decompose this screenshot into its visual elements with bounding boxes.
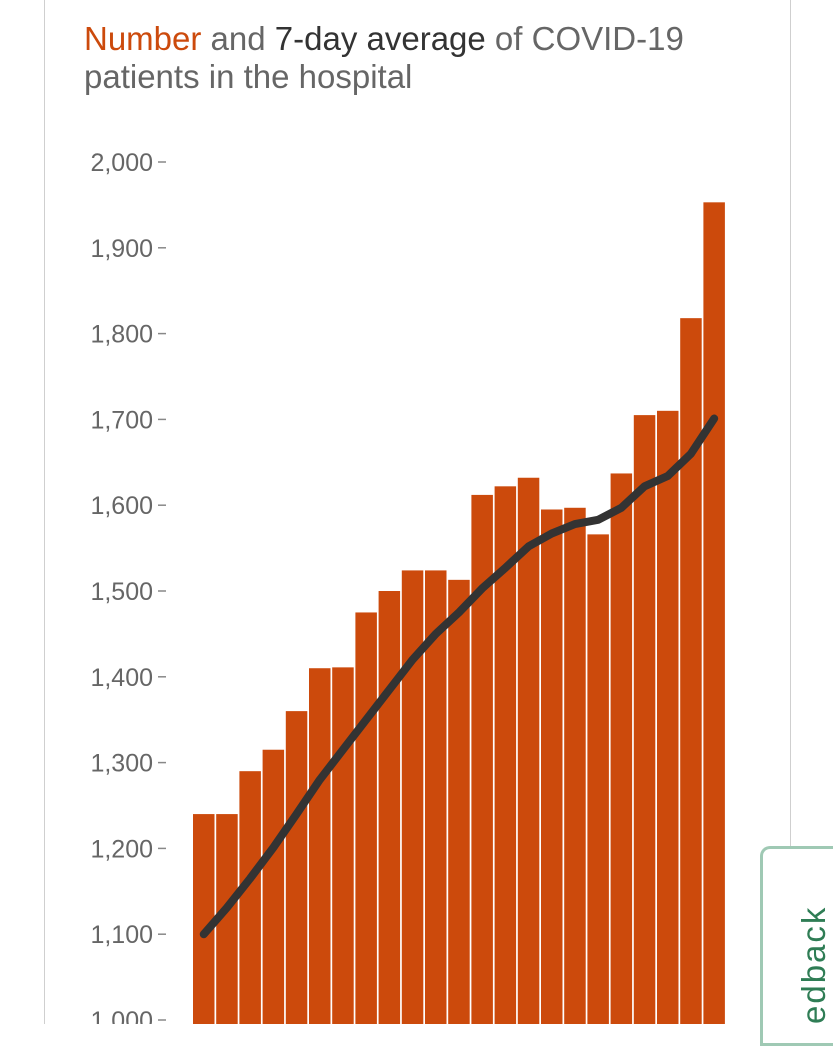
chart-card: Number and 7-day average of COVID-19 pat… (44, 0, 833, 1046)
bar (332, 667, 354, 1024)
bar (703, 202, 725, 1024)
title-average-legend: 7-day average (274, 20, 486, 57)
bar (494, 486, 517, 1024)
average-line (199, 414, 719, 939)
chart-title: Number and 7-day average of COVID-19 pat… (84, 20, 764, 96)
bar (285, 711, 308, 1024)
bar-series (193, 202, 725, 1024)
title-rest: of COVID-19 patients in the hospital (84, 20, 684, 95)
bar (541, 509, 563, 1024)
bar (657, 410, 679, 1024)
bar (517, 477, 540, 1024)
y-tick-label: 2,000 (90, 149, 153, 177)
y-tick-label: 1,800 (90, 321, 153, 349)
bar (680, 318, 702, 1024)
bar (633, 415, 656, 1024)
y-tick-label: 1,000 (90, 1007, 153, 1024)
bar (564, 507, 586, 1024)
bar (216, 814, 238, 1024)
y-axis: 2,000 1,900 1,800 1,700 1,600 1,500 1,400 1,300… (90, 149, 166, 1024)
bar (401, 570, 424, 1024)
panel-right-border (790, 0, 791, 1024)
bar (471, 494, 493, 1024)
feedback-tab[interactable] (760, 846, 833, 1046)
y-tick-label: 1,300 (90, 750, 153, 778)
title-number-legend: Number (84, 20, 202, 57)
bar (587, 534, 609, 1024)
average-line-series (199, 414, 719, 939)
hospital-patients-chart: 2,000 1,900 1,800 1,700 1,600 1,500 1,400 1,300… (90, 149, 725, 1024)
y-tick-label: 1,900 (90, 235, 153, 263)
y-tick-label: 1,400 (90, 664, 153, 692)
bar (239, 771, 261, 1024)
y-tick-label: 1,700 (90, 406, 153, 434)
bar (193, 814, 215, 1024)
y-tick-label: 1,100 (90, 921, 153, 949)
y-tick-label: 1,600 (90, 492, 153, 520)
bar (262, 749, 285, 1024)
y-tick-label: 1,500 (90, 578, 153, 606)
bar (448, 579, 470, 1024)
title-connector: and (201, 20, 275, 57)
bar (378, 591, 401, 1024)
bar (610, 473, 633, 1024)
y-tick-label: 1,200 (90, 835, 153, 863)
bar (309, 668, 331, 1024)
feedback-label[interactable]: edback (795, 905, 832, 1024)
panel-left-border (44, 0, 45, 1024)
bar (355, 612, 377, 1024)
bar (425, 570, 447, 1024)
